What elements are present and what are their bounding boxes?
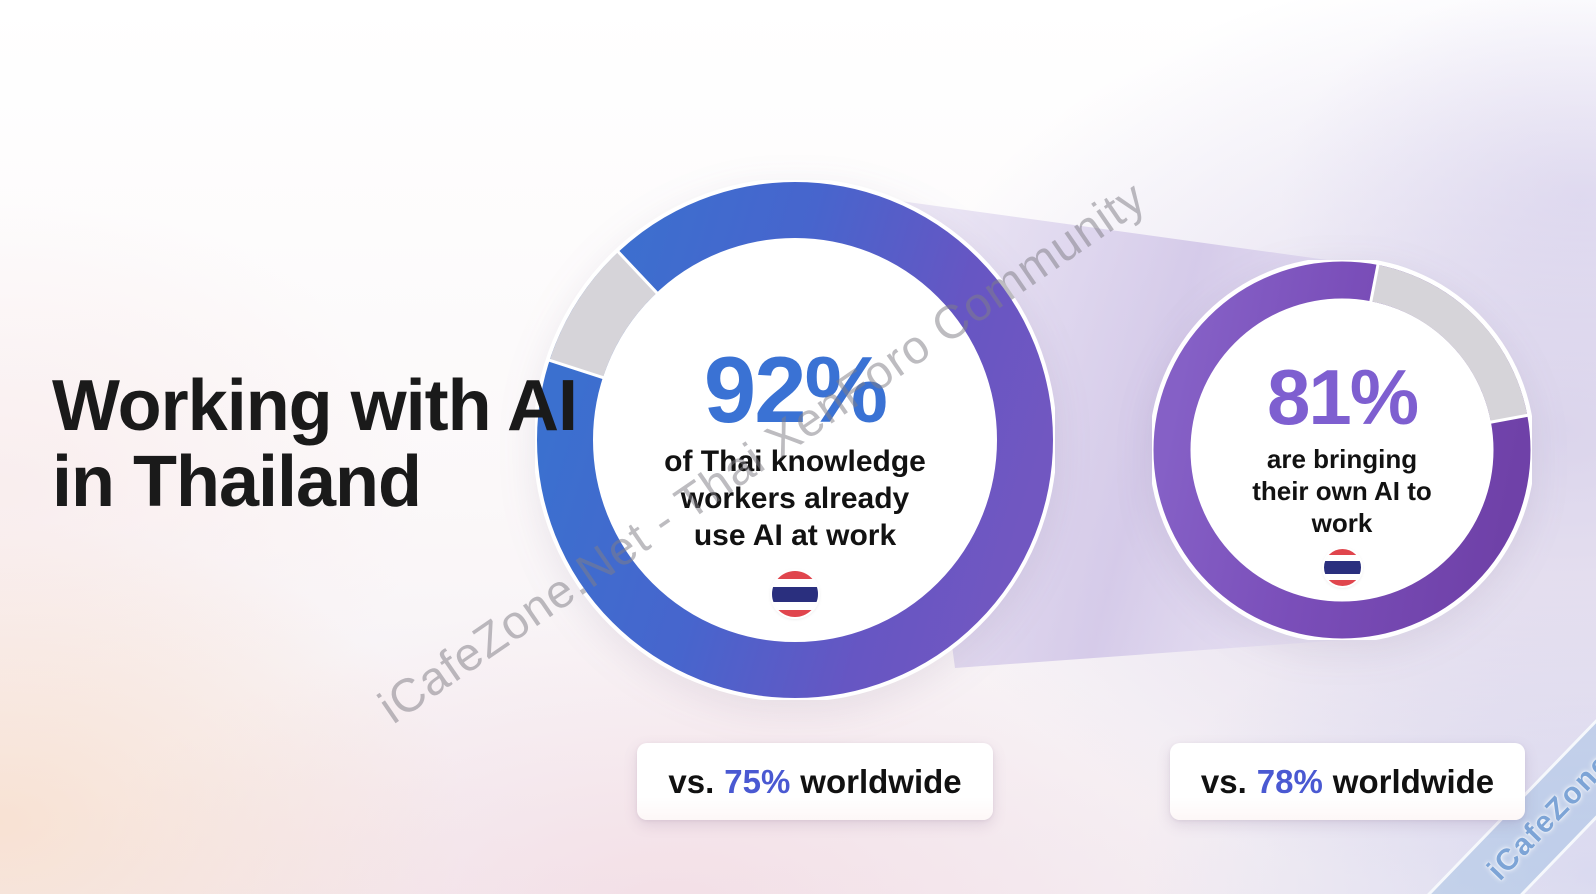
donut-small-content: 81% are bringing their own AI to work: [1192, 300, 1492, 600]
comparison-badge-worldwide-78: vs. 78% worldwide: [1170, 743, 1525, 820]
segment-separator: [547, 358, 606, 380]
page-title: Working with AI in Thailand: [52, 366, 578, 522]
donut-center-disc: [1188, 296, 1496, 604]
segment-separator: [1369, 262, 1380, 304]
donut-big-content: 92% of Thai knowledge workers already us…: [595, 260, 995, 632]
page-title-line1: Working with AI: [52, 366, 578, 446]
comparison-prefix: vs.: [668, 762, 715, 800]
percent-value-large: 92%: [703, 337, 888, 442]
comparison-suffix: worldwide: [800, 762, 962, 800]
segment-separator: [615, 249, 660, 296]
donut-value-ring: [537, 182, 1053, 698]
donut-remainder-arc: [1370, 264, 1528, 423]
segment-separator: [1488, 413, 1530, 424]
donut-small-description: are bringing their own AI to work: [1252, 444, 1432, 539]
comparison-prefix: vs.: [1200, 762, 1247, 800]
page-title-line2: in Thailand: [52, 442, 422, 522]
donut-chart-thai-ai-usage: [535, 180, 1055, 700]
comparison-suffix: worldwide: [1332, 762, 1495, 800]
percent-value-small: 81%: [1266, 353, 1419, 441]
comparison-value: 78%: [1256, 762, 1323, 800]
donut-center-disc: [591, 236, 999, 644]
donut-chart-byo-ai: [1152, 260, 1532, 640]
donut-big-description: of Thai knowledge workers already use AI…: [664, 445, 926, 553]
donut-value-ring: [1153, 261, 1531, 639]
thailand-flag-icon: [772, 571, 818, 618]
comparison-value: 75%: [724, 762, 791, 800]
donut-remainder-arc: [549, 251, 658, 379]
thailand-flag-icon: [1323, 549, 1361, 587]
comparison-badge-worldwide-75: vs. 75% worldwide: [637, 743, 993, 820]
